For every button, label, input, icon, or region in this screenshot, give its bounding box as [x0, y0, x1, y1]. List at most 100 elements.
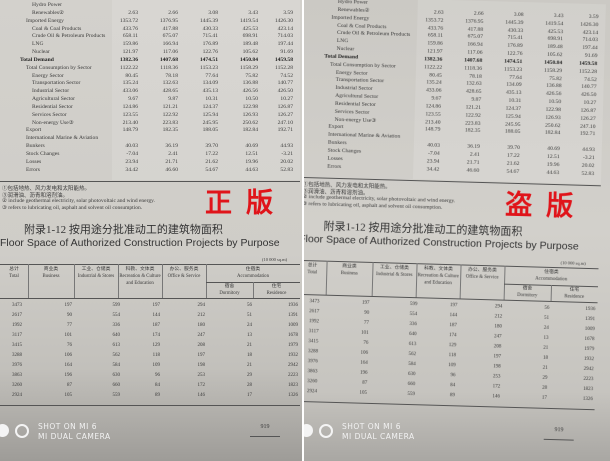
cell-value: 1158.29 — [240, 64, 258, 71]
table-row: 3260 87 660 84 172 28 1823 — [0, 381, 300, 391]
cell-value: 2924 — [12, 393, 22, 398]
cell-value: 101 — [64, 333, 73, 338]
cell-value: 105.62 — [242, 49, 258, 56]
cell-value: 559 — [407, 391, 415, 398]
cell-value: 213.40 — [122, 119, 138, 126]
cell-value: 423.14 — [277, 25, 293, 32]
row-label: Export — [26, 127, 42, 134]
table-row: Agricultural Sector 9.67 9.87 10.31 10.50 10.… — [0, 95, 300, 103]
header-cn: 总计 — [9, 267, 19, 272]
table-row: 2924 105 559 89 146 17 1326 — [0, 391, 300, 401]
cell-value: 1407.68 — [159, 56, 178, 63]
cell-value: 1122.22 — [120, 64, 138, 71]
cell-value: 28 — [247, 383, 252, 388]
cell-value: 417.88 — [162, 25, 178, 32]
column-header: 商业类 Business — [28, 266, 74, 280]
cell-value: 3976 — [307, 359, 318, 365]
cell-value: 2223 — [288, 373, 298, 378]
footnote: ③润滑油、沥青和溶剂油。 — [2, 193, 69, 199]
table-row: Hydro Power — [0, 1, 300, 9]
table-row: Export 148.79 182.35 188.05 182.84 192.71 — [0, 126, 300, 134]
header-en: Office & Service — [167, 274, 201, 279]
cell-value: 17 — [247, 393, 252, 398]
authenticity-stamp: 盗版 — [504, 189, 588, 223]
table-bottom-rule — [0, 181, 300, 182]
cell-value: 336 — [112, 323, 121, 328]
cell-value: 40.03 — [125, 143, 138, 150]
cell-value: 715.41 — [202, 33, 218, 40]
cell-value: 164 — [64, 363, 73, 368]
cell-value: 3260 — [12, 383, 22, 388]
cell-value: 1152.28 — [275, 64, 293, 71]
cell-value: 426.56 — [242, 88, 258, 95]
unit-label: (10 000 sq.m) — [262, 257, 288, 262]
cell-value: 46.60 — [466, 167, 480, 174]
header-bottom-rule — [0, 298, 300, 299]
table-shade — [112, 0, 300, 180]
cell-value: 1382.36 — [119, 56, 138, 63]
header-top-rule — [0, 264, 300, 265]
header-cn: 住宿类 — [245, 267, 261, 272]
cell-value: 44.63 — [245, 166, 258, 173]
header-en: Total — [9, 274, 19, 279]
cell-value: 122.98 — [242, 103, 258, 110]
table-row: 3288 106 562 118 197 18 1932 — [0, 351, 300, 361]
row-label: Energy Sector — [32, 72, 64, 79]
cell-value: 2924 — [306, 389, 318, 395]
cell-value: 3863 — [12, 373, 22, 378]
row-label: Imported Energy — [26, 17, 64, 24]
cell-value: 212 — [197, 313, 206, 318]
cell-value: 3.43 — [248, 9, 258, 16]
cell-value: 613 — [112, 343, 121, 348]
cell-value: 428.65 — [162, 88, 178, 95]
table-row: 3117 101 640 174 247 13 1678 — [0, 331, 300, 341]
cell-value: -7.04 — [126, 150, 138, 157]
table-row: Energy Sector 80.45 78.18 77.64 75.82 74.52 — [0, 72, 300, 80]
table-row: 1992 77 336 187 180 24 1009 — [0, 321, 300, 331]
cell-value: 52.83 — [280, 166, 293, 173]
column-header: 总计 Total — [0, 266, 28, 280]
row-label: Stock Changes — [26, 150, 60, 157]
cell-value: 3415 — [308, 339, 319, 345]
cell-value: 2617 — [309, 309, 320, 315]
cell-value: 124.86 — [122, 103, 138, 110]
header-en: Recreation & Culture and Education — [417, 273, 459, 287]
header-en: Industrial & Stores — [375, 272, 413, 279]
header-cn: 住宅 — [271, 284, 282, 289]
row-label: Residential Sector — [32, 103, 73, 110]
page-content: Hydro Power Renewables② 2.63 2.66 3.08 3.43 3.… — [0, 0, 300, 461]
camera-ring-icon — [319, 424, 333, 438]
cell-value: 2617 — [12, 313, 22, 318]
column-divider — [28, 264, 29, 298]
cell-value: 146 — [492, 394, 500, 400]
table-row: Transportation Sector 135.24 132.63 134.09 1… — [0, 79, 300, 87]
cell-value: 1009 — [288, 323, 298, 328]
cell-value: 84 — [155, 383, 160, 388]
cell-value: 89 — [155, 393, 160, 398]
cell-value: 10.31 — [205, 96, 218, 103]
header-en: Total — [307, 270, 318, 276]
cell-value: 166.94 — [162, 41, 178, 48]
cell-value: 122.76 — [202, 49, 218, 56]
cell-value: 245.95 — [202, 119, 218, 126]
cell-value: 675.07 — [162, 33, 178, 40]
cell-value: 39.70 — [205, 143, 218, 150]
cell-value: 196 — [64, 373, 73, 378]
header-en: Accommodation — [237, 274, 269, 279]
table-row: Residential Sector 124.86 121.21 124.37 122.… — [0, 103, 300, 111]
table-row: 3863 196 630 96 253 29 2223 — [0, 371, 300, 381]
cell-value: 559 — [112, 393, 121, 398]
cell-value: 294 — [197, 303, 206, 308]
cell-value: 630 — [112, 373, 121, 378]
cell-value: 46.60 — [165, 166, 178, 173]
table-row: Stock Changes -7.04 2.41 17.22 12.51 -3.21 — [0, 150, 300, 158]
column-header: 科教、文体类 Recreation & Culture and Education — [416, 265, 461, 287]
table-row: Total Consumption by Sector 1122.22 1118.3… — [0, 64, 300, 72]
table-row: Coal & Coal Products 433.76 417.88 430.33 42… — [0, 25, 300, 33]
table-row: Crude Oil & Petroleum Products 658.11 675.… — [0, 32, 300, 40]
cell-value: 1932 — [288, 353, 298, 358]
cell-value: 1426.30 — [274, 17, 293, 24]
cell-value: 80.45 — [125, 72, 138, 79]
camera-dot-icon — [0, 424, 9, 437]
cell-value: 3863 — [307, 369, 318, 375]
